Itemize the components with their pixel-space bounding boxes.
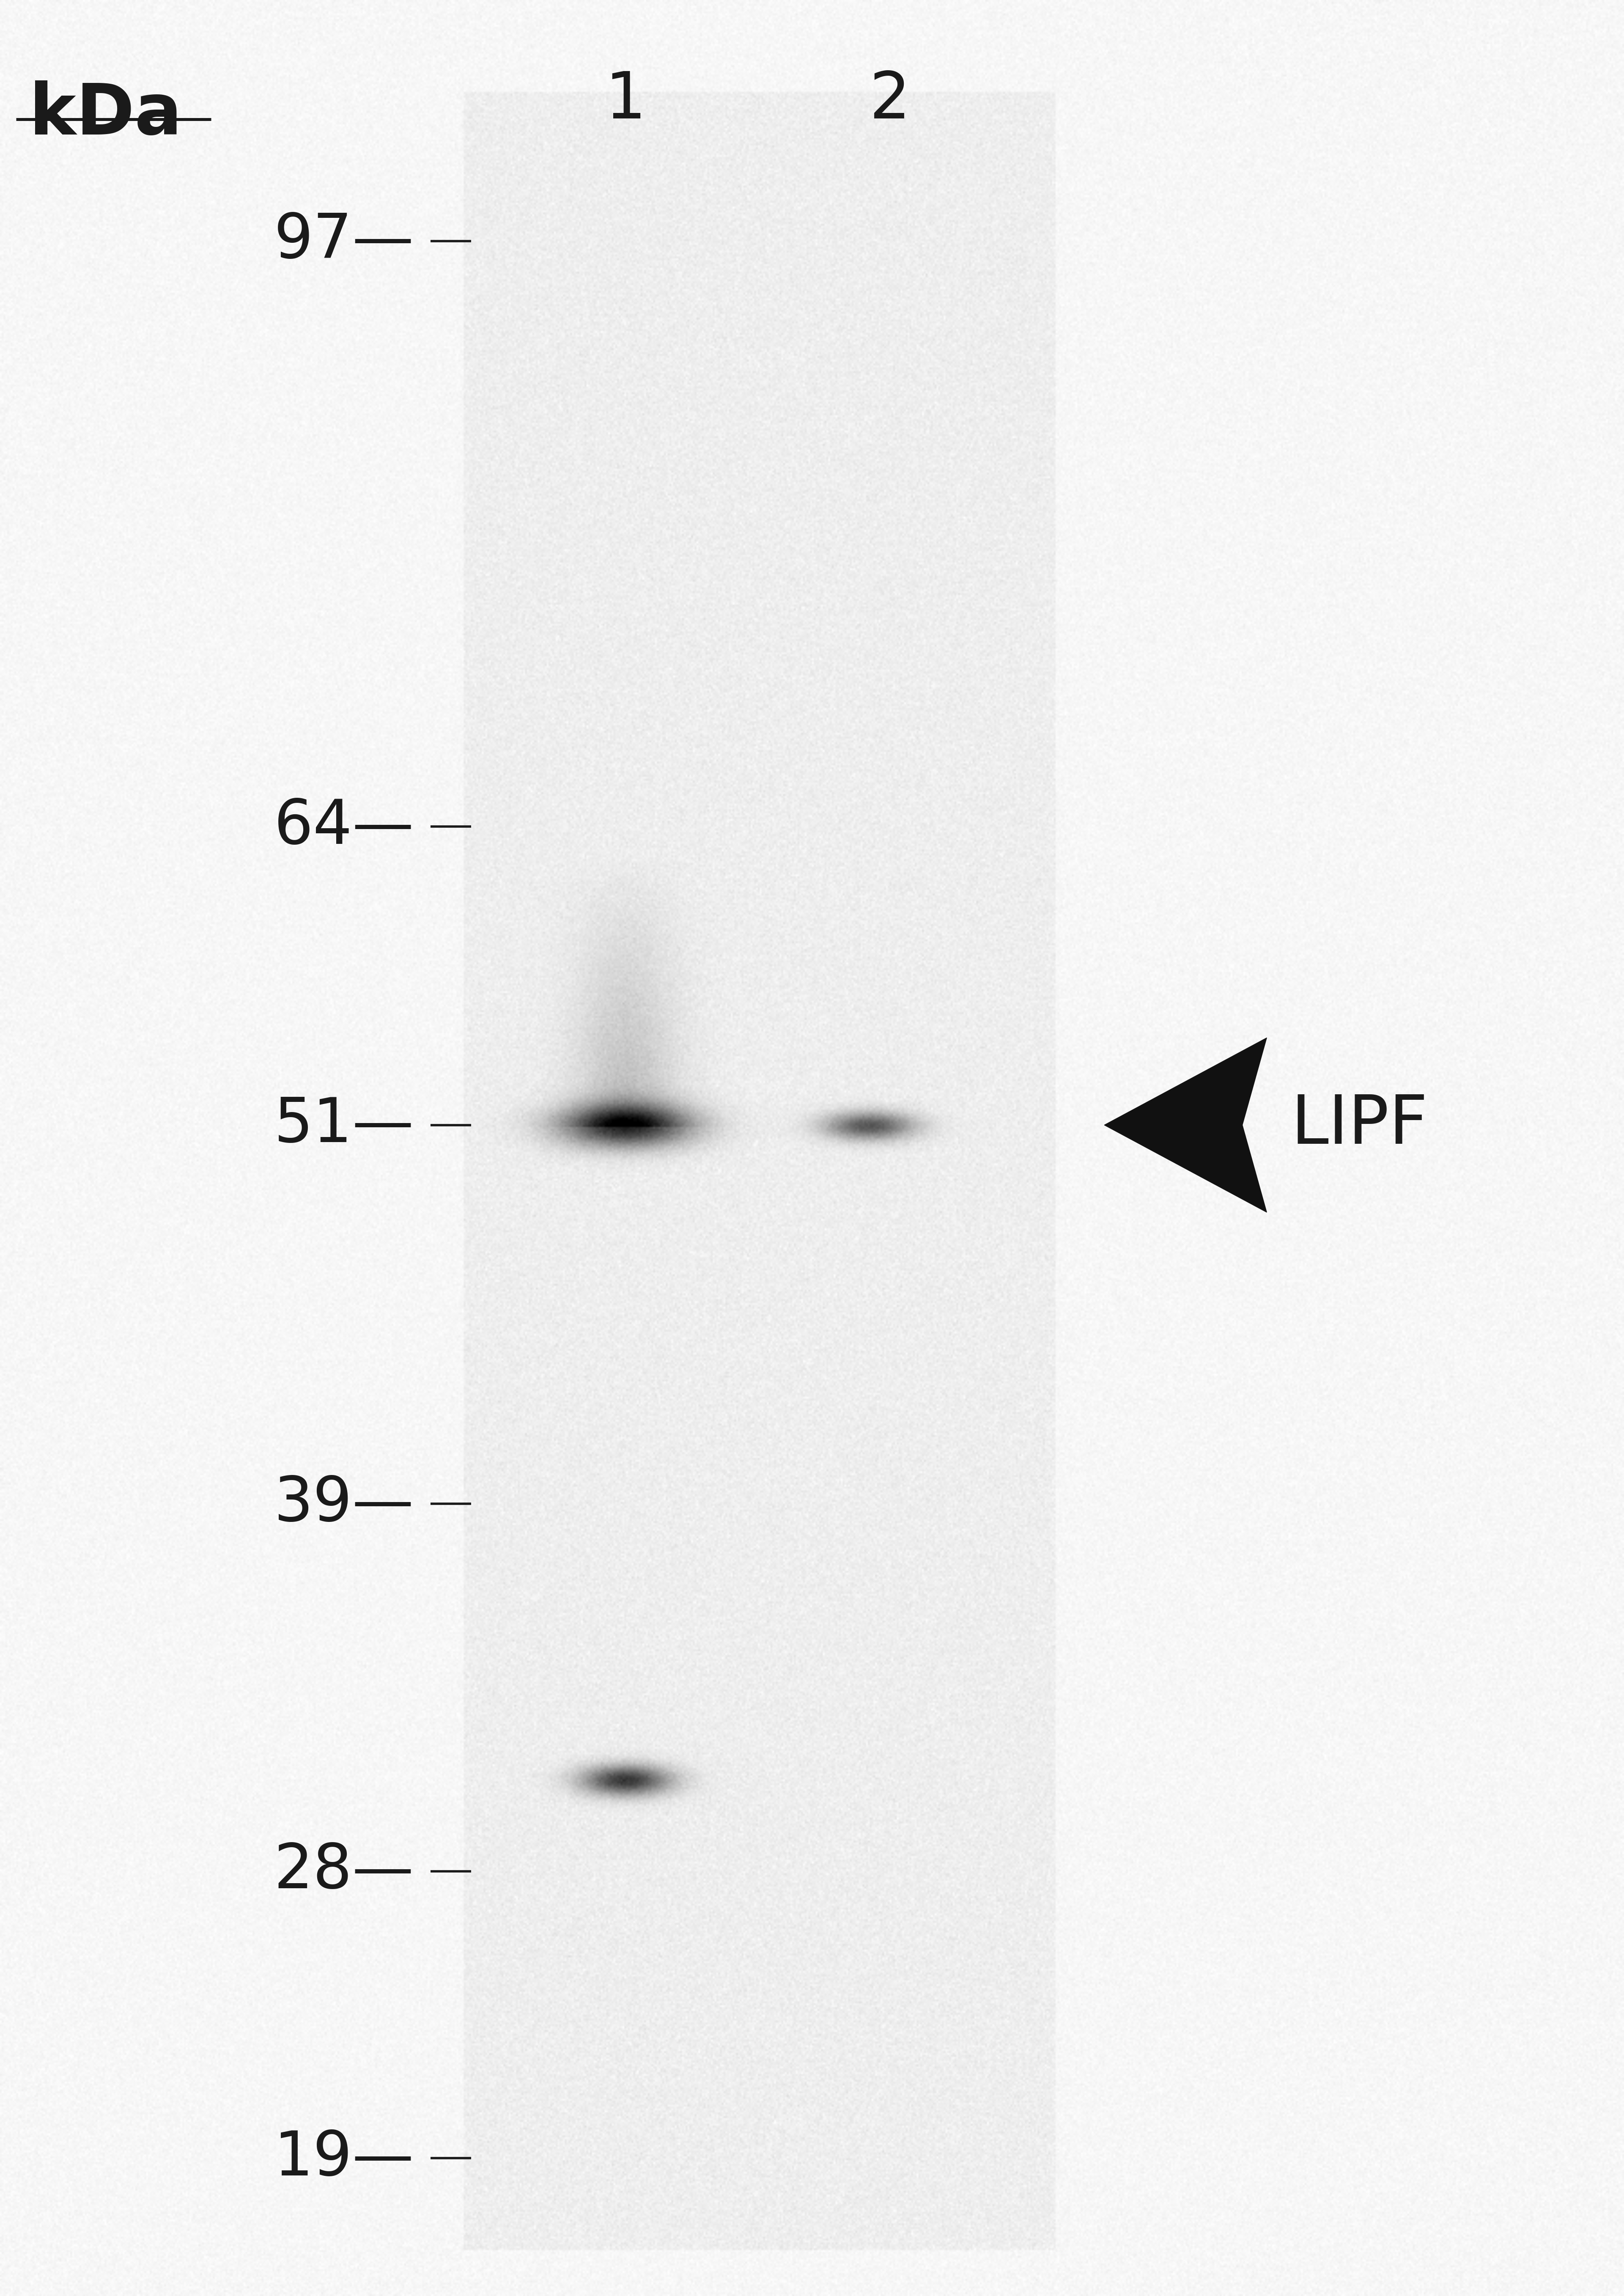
Text: 39—: 39— (274, 1474, 414, 1534)
Text: 28—: 28— (274, 1841, 414, 1901)
Text: 1: 1 (604, 69, 646, 131)
Text: 19—: 19— (274, 2128, 414, 2188)
Text: kDa: kDa (29, 80, 182, 149)
Text: 97—: 97— (274, 211, 414, 271)
Text: 51—: 51— (274, 1095, 414, 1155)
Polygon shape (1104, 1038, 1267, 1212)
Text: 64—: 64— (274, 797, 414, 856)
Text: LIPF: LIPF (1291, 1093, 1427, 1157)
Text: 2: 2 (869, 69, 911, 131)
